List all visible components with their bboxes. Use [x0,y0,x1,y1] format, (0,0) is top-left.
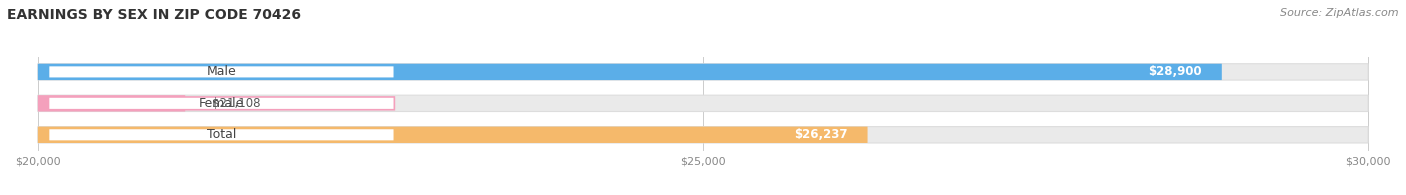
FancyBboxPatch shape [48,97,394,110]
FancyBboxPatch shape [38,127,1368,143]
Text: $21,108: $21,108 [212,97,260,110]
FancyBboxPatch shape [38,127,868,143]
FancyBboxPatch shape [48,129,394,141]
FancyBboxPatch shape [38,95,186,112]
Text: Source: ZipAtlas.com: Source: ZipAtlas.com [1281,8,1399,18]
FancyBboxPatch shape [38,64,1222,80]
Text: $26,237: $26,237 [794,128,848,141]
Text: Female: Female [198,97,245,110]
Text: $28,900: $28,900 [1149,65,1202,78]
Text: Total: Total [207,128,236,141]
FancyBboxPatch shape [38,64,1368,80]
FancyBboxPatch shape [48,66,394,78]
Text: Male: Male [207,65,236,78]
Text: EARNINGS BY SEX IN ZIP CODE 70426: EARNINGS BY SEX IN ZIP CODE 70426 [7,8,301,22]
FancyBboxPatch shape [38,95,1368,112]
